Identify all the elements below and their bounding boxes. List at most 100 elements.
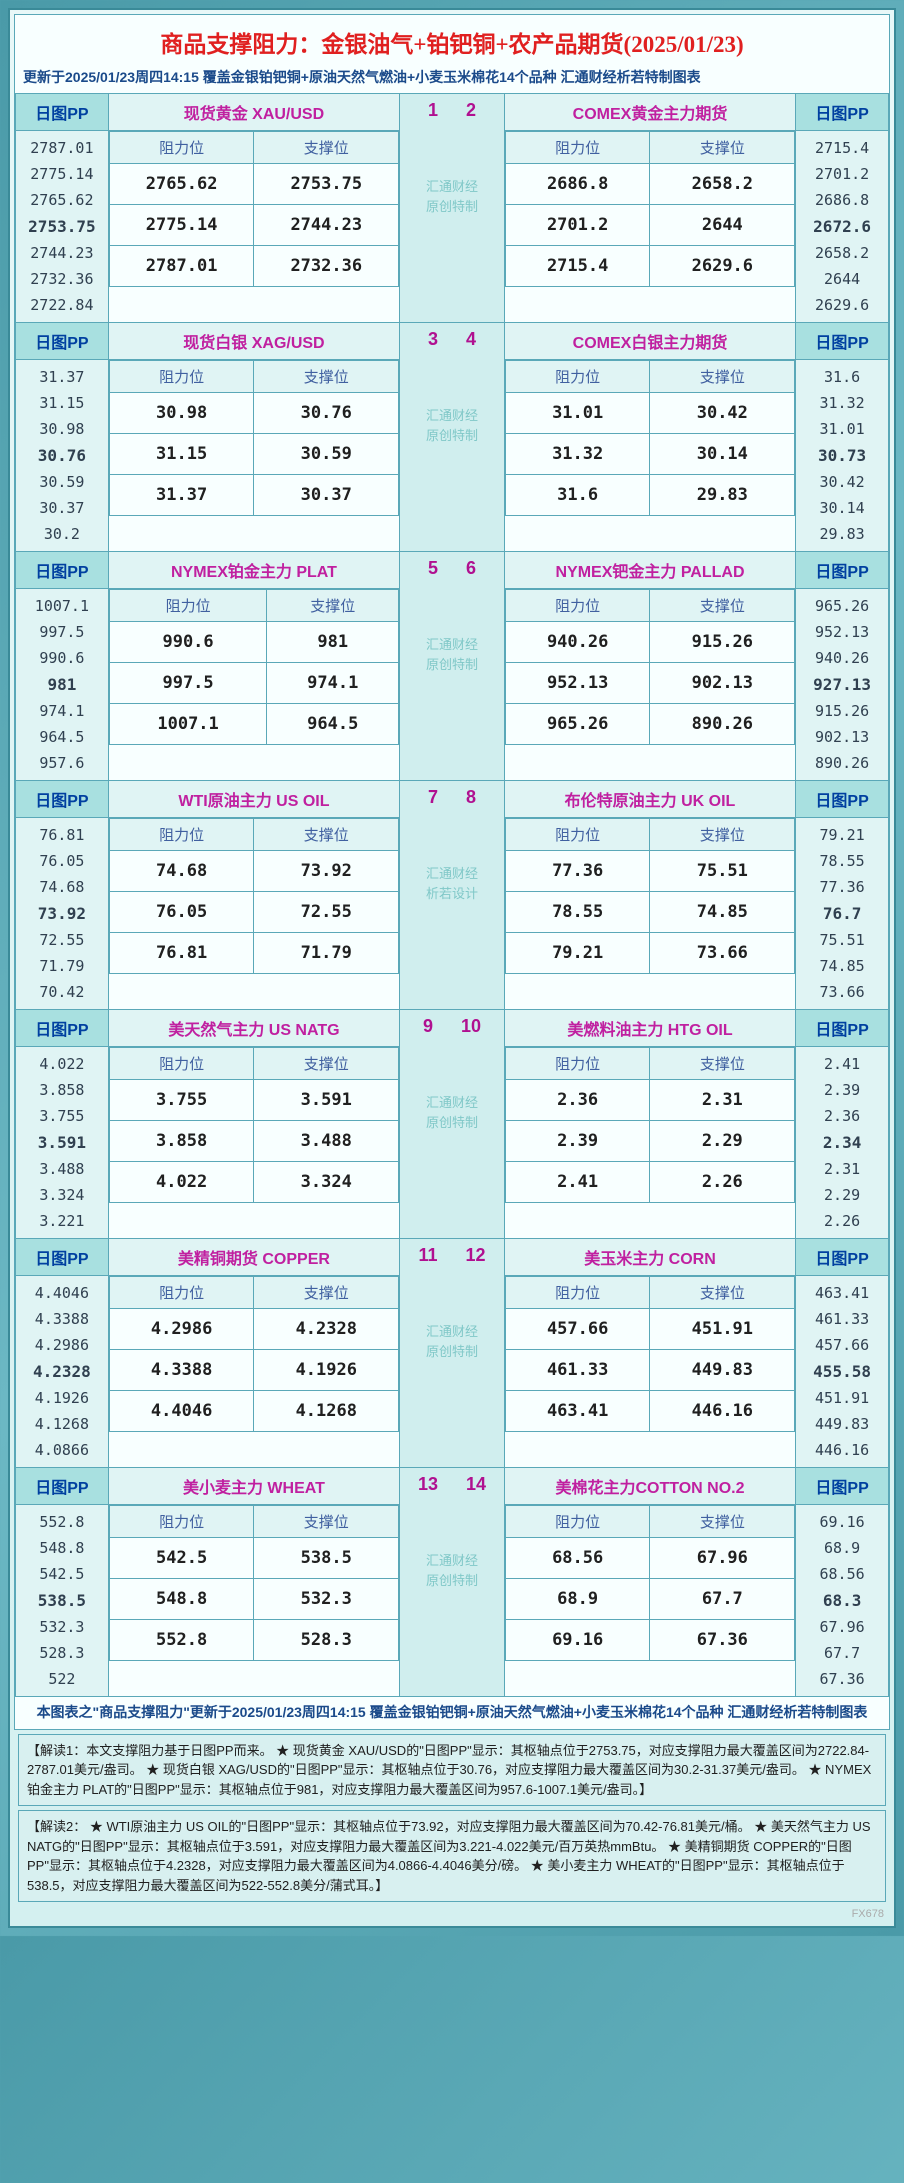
- sup-header: 支撑位: [254, 132, 399, 164]
- mid-col: 56汇通财经原创特制: [400, 552, 505, 781]
- pp-value: 2787.01: [20, 135, 104, 161]
- pp-value: 2686.8: [800, 187, 884, 213]
- res-value: 31.01: [505, 393, 650, 434]
- res-value: 31.32: [505, 434, 650, 475]
- sup-value: 3.324: [254, 1162, 399, 1203]
- sup-value: 75.51: [650, 851, 795, 892]
- res-value: 2787.01: [109, 246, 254, 287]
- pp-value: 30.73: [800, 442, 884, 469]
- rs-row: 30.9830.76: [109, 393, 398, 434]
- rs-row: 69.1667.36: [505, 1620, 794, 1661]
- pp-header: 日图PP: [16, 552, 108, 589]
- pp-value: 3.324: [20, 1182, 104, 1208]
- pp-value: 30.42: [800, 469, 884, 495]
- rs-row: 1007.1964.5: [109, 704, 398, 745]
- watermark-text: 汇通财经原创特制: [400, 1272, 504, 1361]
- sup-value: 4.2328: [254, 1309, 399, 1350]
- res-value: 31.15: [109, 434, 254, 475]
- data-col-right: COMEX黄金主力期货阻力位支撑位2686.82658.22701.226442…: [504, 94, 795, 323]
- pp-value: 940.26: [800, 645, 884, 671]
- pp-value: 927.13: [800, 671, 884, 698]
- pp-value: 964.5: [20, 724, 104, 750]
- pp-value: 2.41: [800, 1051, 884, 1077]
- sup-header: 支撑位: [650, 1506, 795, 1538]
- rs-row: 3.8583.488: [109, 1121, 398, 1162]
- pp-value: 2775.14: [20, 161, 104, 187]
- sup-header: 支撑位: [254, 361, 399, 393]
- res-value: 952.13: [505, 663, 650, 704]
- res-value: 76.81: [109, 933, 254, 974]
- pp-header: 日图PP: [16, 94, 108, 131]
- commodity-row: 日图PP31.3731.1530.9830.7630.5930.3730.2现货…: [16, 323, 889, 552]
- sup-header: 支撑位: [267, 590, 399, 622]
- rs-row: 2765.622753.75: [109, 164, 398, 205]
- res-header: 阻力位: [109, 1277, 254, 1309]
- pp-col-left: 日图PP2787.012775.142765.622753.752744.232…: [16, 94, 109, 323]
- pp-value: 3.858: [20, 1077, 104, 1103]
- pp-value: 67.36: [800, 1666, 884, 1692]
- rs-table: 阻力位支撑位2765.622753.752775.142744.232787.0…: [109, 131, 399, 287]
- pp-value: 997.5: [20, 619, 104, 645]
- pp-header: 日图PP: [796, 94, 888, 131]
- rs-row: 461.33449.83: [505, 1350, 794, 1391]
- sup-header: 支撑位: [650, 819, 795, 851]
- row-numbers: 34: [400, 323, 504, 356]
- pp-list: 79.2178.5577.3676.775.5174.8573.66: [796, 818, 888, 1009]
- data-col-right: 美玉米主力 CORN阻力位支撑位457.66451.91461.33449.83…: [504, 1239, 795, 1468]
- pp-col-left: 日图PP4.0223.8583.7553.5913.4883.3243.221: [16, 1010, 109, 1239]
- rs-row: 68.5667.96: [505, 1538, 794, 1579]
- sup-header: 支撑位: [650, 590, 795, 622]
- pp-value: 30.2: [20, 521, 104, 547]
- pp-value: 76.05: [20, 848, 104, 874]
- pp-col-right: 日图PP2715.42701.22686.82672.62658.2264426…: [796, 94, 889, 323]
- rs-table: 阻力位支撑位990.6981997.5974.11007.1964.5: [109, 589, 399, 745]
- row-numbers: 78: [400, 781, 504, 814]
- pp-list: 463.41461.33457.66455.58451.91449.83446.…: [796, 1276, 888, 1467]
- data-col-left: 美天然气主力 US NATG阻力位支撑位3.7553.5913.8583.488…: [108, 1010, 399, 1239]
- sup-header: 支撑位: [650, 1048, 795, 1080]
- pp-value: 2.36: [800, 1103, 884, 1129]
- pp-value: 2701.2: [800, 161, 884, 187]
- res-value: 548.8: [109, 1579, 254, 1620]
- res-header: 阻力位: [109, 361, 254, 393]
- res-value: 77.36: [505, 851, 650, 892]
- pp-header: 日图PP: [16, 1010, 108, 1047]
- pp-value: 952.13: [800, 619, 884, 645]
- rs-table: 阻力位支撑位3.7553.5913.8583.4884.0223.324: [109, 1047, 399, 1203]
- pp-value: 981: [20, 671, 104, 698]
- mid-col: 12汇通财经原创特制: [400, 94, 505, 323]
- pp-value: 974.1: [20, 698, 104, 724]
- res-value: 990.6: [109, 622, 267, 663]
- pp-value: 532.3: [20, 1614, 104, 1640]
- sup-header: 支撑位: [254, 1277, 399, 1309]
- pp-value: 30.98: [20, 416, 104, 442]
- sup-value: 981: [267, 622, 399, 663]
- rs-row: 2.392.29: [505, 1121, 794, 1162]
- pp-value: 451.91: [800, 1385, 884, 1411]
- sup-value: 964.5: [267, 704, 399, 745]
- pp-value: 4.0866: [20, 1437, 104, 1463]
- sup-value: 2658.2: [650, 164, 795, 205]
- res-header: 阻力位: [505, 590, 650, 622]
- res-value: 4.3388: [109, 1350, 254, 1391]
- rs-row: 952.13902.13: [505, 663, 794, 704]
- sup-value: 538.5: [254, 1538, 399, 1579]
- rs-row: 2701.22644: [505, 205, 794, 246]
- interpretation-2: 【解读2： ★ WTI原油主力 US OIL的"日图PP"显示：其枢轴点位于73…: [18, 1810, 886, 1902]
- instrument-name: WTI原油主力 US OIL: [109, 781, 399, 818]
- sup-value: 974.1: [267, 663, 399, 704]
- pp-value: 990.6: [20, 645, 104, 671]
- pp-value: 4.2986: [20, 1332, 104, 1358]
- main-title: 商品支撑阻力：金银油气+铂钯铜+农产品期货(2025/01/23): [15, 15, 889, 65]
- sup-header: 支撑位: [650, 1277, 795, 1309]
- mid-col: 1314汇通财经原创特制: [400, 1468, 505, 1697]
- pp-value: 2.34: [800, 1129, 884, 1156]
- pp-list: 2715.42701.22686.82672.62658.226442629.6: [796, 131, 888, 322]
- pp-value: 2732.36: [20, 266, 104, 292]
- res-value: 31.6: [505, 475, 650, 516]
- sup-value: 2744.23: [254, 205, 399, 246]
- sup-value: 528.3: [254, 1620, 399, 1661]
- rs-row: 31.0130.42: [505, 393, 794, 434]
- res-value: 76.05: [109, 892, 254, 933]
- rs-table: 阻力位支撑位2686.82658.22701.226442715.42629.6: [505, 131, 795, 287]
